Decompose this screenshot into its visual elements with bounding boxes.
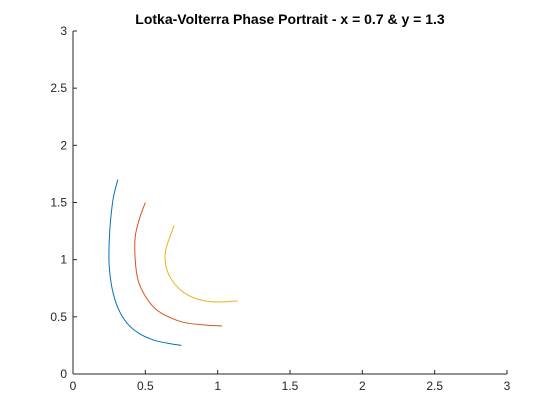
x-tick-label: 0: [70, 379, 77, 393]
series-group: [108, 179, 238, 346]
x-tick-label: 1.5: [282, 379, 299, 393]
chart-title: Lotka-Volterra Phase Portrait - x = 0.7 …: [135, 11, 445, 27]
x-tick-label: 0.5: [137, 379, 154, 393]
x-tick-label: 2: [359, 379, 366, 393]
series-line-1: [108, 179, 182, 346]
y-tick-label: 3: [60, 24, 67, 38]
x-tick-label: 2.5: [426, 379, 443, 393]
y-tick-label: 2: [60, 138, 67, 152]
x-tick-label: 1: [214, 379, 221, 393]
y-tick-label: 1: [60, 253, 67, 267]
y-tick-label: 1.5: [50, 196, 67, 210]
y-tick-label: 0: [60, 367, 67, 381]
x-tick-label: 3: [504, 379, 511, 393]
axes: 0 0.5 1 1.5 2 2.5 3 0 0.5 1 1.5 2 2.5 3: [50, 24, 510, 393]
y-tick-label: 0.5: [50, 310, 67, 324]
series-line-3: [164, 225, 238, 303]
y-tick-label: 2.5: [50, 81, 67, 95]
series-line-2: [134, 202, 223, 327]
